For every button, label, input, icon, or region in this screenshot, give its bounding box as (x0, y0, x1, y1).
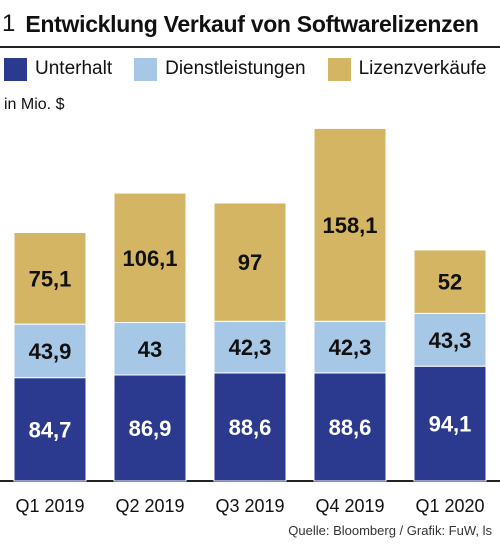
legend-label-dienstleistungen: Dienstleistungen (165, 58, 306, 79)
bar-unterhalt-q1-2020 (413, 365, 487, 482)
source-credit: Quelle: Bloomberg / Grafik: FuW, ls (288, 523, 492, 538)
bar-dienstleistungen-q3-2019 (213, 320, 287, 374)
bar-unterhalt-q1-2019 (13, 377, 87, 482)
unit-label: in Mio. $ (4, 96, 65, 113)
data-label-unterhalt-q2-2019: 86,9 (129, 416, 172, 441)
x-tick-label-q2-2019: Q2 2019 (115, 496, 184, 516)
bar-lizenzverkaeufe-q1-2020 (413, 249, 487, 314)
bar-lizenzverkaeufe-q1-2019 (13, 231, 87, 325)
bar-lizenzverkaeufe-q4-2019 (313, 127, 387, 322)
x-tick-label-q3-2019: Q3 2019 (215, 496, 284, 516)
data-label-unterhalt-q1-2020: 94,1 (429, 412, 472, 437)
legend-swatch-dienstleistungen (134, 57, 158, 81)
chart-legend: Unterhalt Dienstleistungen Lizenzverkäuf… (0, 56, 500, 82)
legend-label-lizenzverkaeufe: Lizenzverkäufe (358, 58, 487, 79)
data-label-lizenzverkaeufe-q3-2019: 97 (238, 250, 262, 275)
data-label-lizenzverkaeufe-q1-2020: 52 (438, 270, 462, 295)
data-label-lizenzverkaeufe-q2-2019: 106,1 (122, 246, 177, 271)
bar-lizenzverkaeufe-q2-2019 (113, 192, 187, 324)
bar-unterhalt-q2-2019 (113, 374, 187, 482)
legend-label-unterhalt: Unterhalt (35, 58, 113, 79)
data-label-dienstleistungen-q2-2019: 43 (138, 337, 162, 362)
data-label-lizenzverkaeufe-q4-2019: 158,1 (322, 213, 377, 238)
legend-item-dienstleistungen: Dienstleistungen (134, 57, 306, 81)
data-label-unterhalt-q3-2019: 88,6 (229, 415, 272, 440)
data-label-lizenzverkaeufe-q1-2019: 75,1 (29, 266, 72, 291)
legend-swatch-lizenzverkaeufe (327, 57, 351, 81)
title-divider (0, 46, 500, 48)
bar-unterhalt-q3-2019 (213, 372, 287, 482)
legend-item-lizenzverkaeufe: Lizenzverkäufe (327, 57, 487, 81)
data-label-dienstleistungen-q1-2020: 43,3 (429, 328, 472, 353)
data-label-unterhalt-q4-2019: 88,6 (329, 415, 372, 440)
bar-dienstleistungen-q1-2019 (13, 323, 87, 379)
legend-swatch-unterhalt (4, 57, 27, 81)
chart-title-row: 1 Entwicklung Verkauf von Softwarelizenz… (0, 6, 500, 42)
data-label-dienstleistungen-q3-2019: 42,3 (229, 335, 272, 360)
figure-number: 1 (2, 10, 16, 37)
chart-title: Entwicklung Verkauf von Softwarelizenzen (25, 10, 479, 37)
data-label-unterhalt-q1-2019: 84,7 (29, 417, 72, 442)
data-label-dienstleistungen-q4-2019: 42,3 (329, 335, 372, 360)
x-tick-label-q4-2019: Q4 2019 (315, 496, 384, 516)
x-tick-label-q1-2019: Q1 2019 (15, 496, 84, 516)
x-tick-label-q1-2020: Q1 2020 (415, 496, 484, 516)
legend-item-unterhalt: Unterhalt (4, 57, 113, 81)
bar-lizenzverkaeufe-q3-2019 (213, 202, 287, 322)
data-label-dienstleistungen-q1-2019: 43,9 (29, 339, 72, 364)
bar-dienstleistungen-q1-2020 (413, 312, 487, 367)
bar-unterhalt-q4-2019 (313, 372, 387, 482)
